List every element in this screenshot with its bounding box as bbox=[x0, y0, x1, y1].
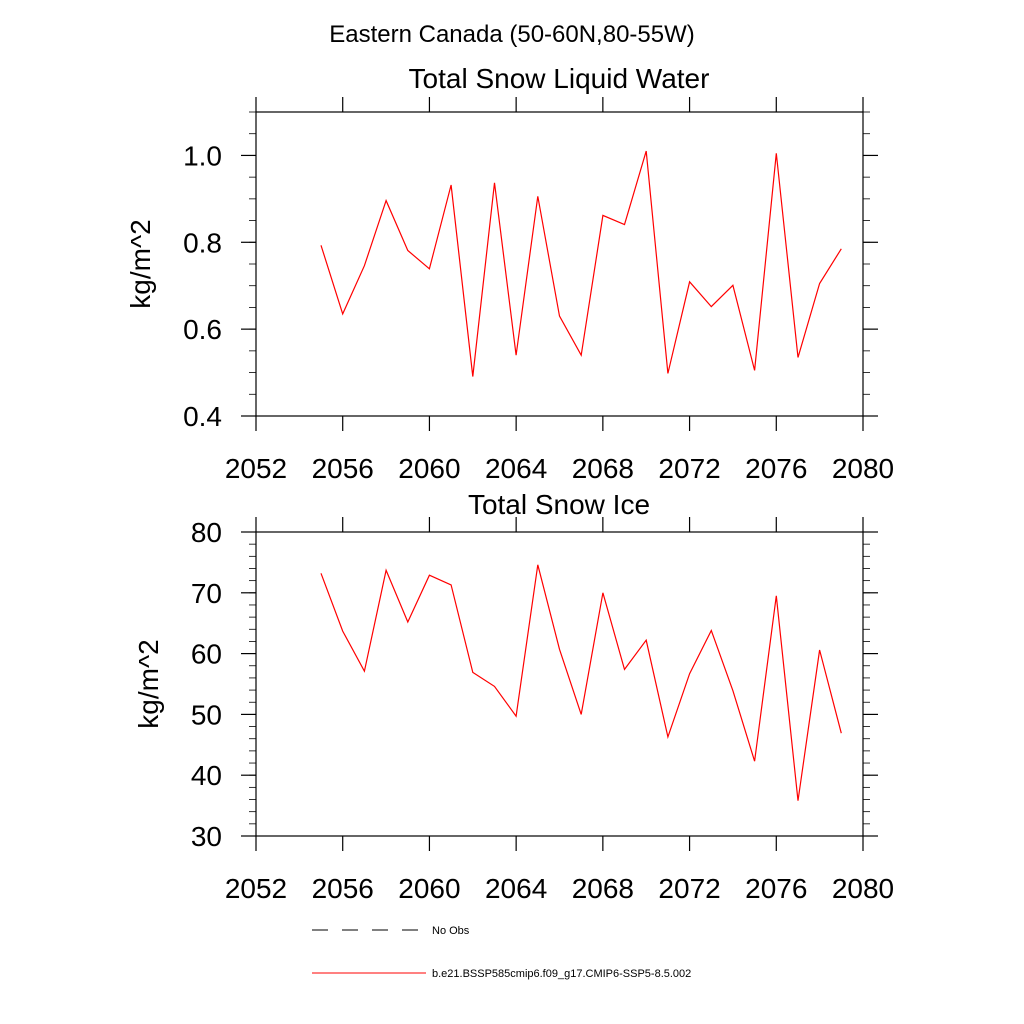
y-tick-label: 70 bbox=[191, 578, 222, 609]
x-tick-label: 2056 bbox=[312, 453, 374, 484]
x-tick-label: 2080 bbox=[832, 453, 894, 484]
x-tick-label: 2052 bbox=[225, 453, 287, 484]
y-tick-label: 0.4 bbox=[183, 401, 222, 432]
y-axis-label-snow-liquid-water: kg/m^2 bbox=[125, 219, 156, 308]
x-tick-label: 2068 bbox=[572, 873, 634, 904]
y-tick-label: 80 bbox=[191, 517, 222, 548]
x-tick-label: 2056 bbox=[312, 873, 374, 904]
x-tick-label: 2080 bbox=[832, 873, 894, 904]
y-tick-label: 40 bbox=[191, 760, 222, 791]
y-tick-label: 1.0 bbox=[183, 140, 222, 171]
y-tick-label: 60 bbox=[191, 639, 222, 670]
y-tick-label: 0.6 bbox=[183, 314, 222, 345]
x-tick-label: 2076 bbox=[745, 453, 807, 484]
x-tick-label: 2064 bbox=[485, 873, 547, 904]
y-tick-label: 0.8 bbox=[183, 227, 222, 258]
x-tick-label: 2072 bbox=[658, 453, 720, 484]
x-tick-label: 2072 bbox=[658, 873, 720, 904]
x-tick-label: 2064 bbox=[485, 453, 547, 484]
series-line-snow-ice bbox=[320, 564, 842, 801]
y-tick-label: 50 bbox=[191, 699, 222, 730]
x-tick-label: 2068 bbox=[572, 453, 634, 484]
panel-snow-ice: Total Snow Ice kg/m^2 2052 2056 2060 2064 20… bbox=[133, 489, 894, 904]
series-line-snow-liquid-water bbox=[320, 150, 842, 377]
plot-frame-snow-ice bbox=[255, 531, 864, 837]
y-axis-label-snow-ice: kg/m^2 bbox=[133, 639, 164, 728]
panel-snow-liquid-water: Total Snow Liquid Water kg/m^2 2052 2056 2… bbox=[125, 63, 894, 484]
panel-title-snow-ice: Total Snow Ice bbox=[468, 489, 650, 520]
legend-label-model-run: b.e21.BSSP585cmip6.f09_g17.CMIP6-SSP5-8.… bbox=[432, 968, 691, 980]
legend-label-no-obs: No Obs bbox=[432, 925, 470, 937]
x-tick-label: 2076 bbox=[745, 873, 807, 904]
x-tick-label: 2060 bbox=[398, 453, 460, 484]
plot-frame-snow-liquid-water bbox=[255, 111, 864, 417]
x-tick-label: 2052 bbox=[225, 873, 287, 904]
panel-title-snow-liquid-water: Total Snow Liquid Water bbox=[409, 63, 710, 94]
y-tick-label: 30 bbox=[191, 821, 222, 852]
legend: No Obs b.e21.BSSP585cmip6.f09_g17.CMIP6-… bbox=[312, 925, 691, 980]
figure-suptitle: Eastern Canada (50-60N,80-55W) bbox=[329, 21, 695, 48]
x-tick-label: 2060 bbox=[398, 873, 460, 904]
